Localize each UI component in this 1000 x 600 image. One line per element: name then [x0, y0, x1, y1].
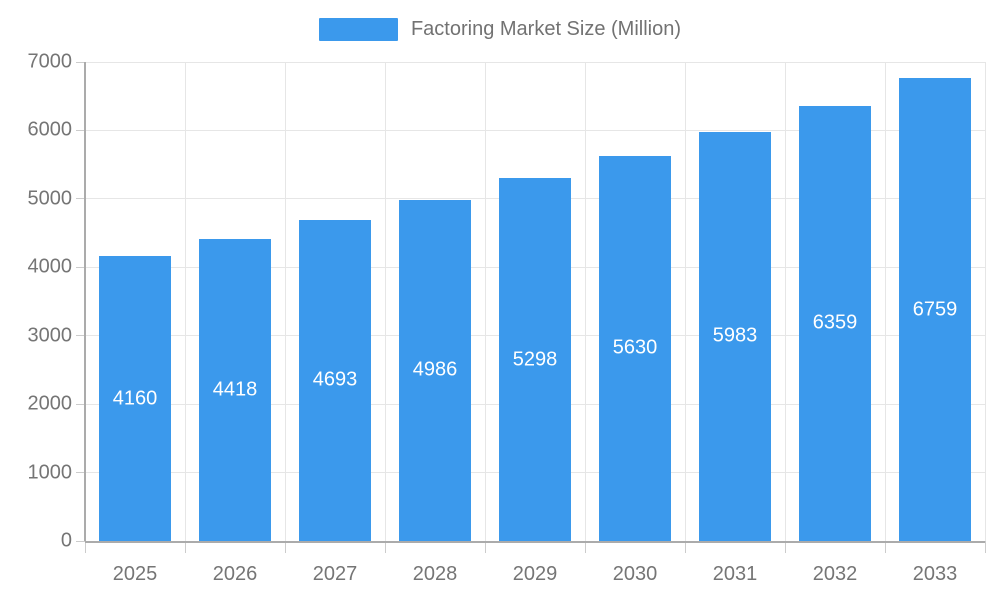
gridline-vertical: [384, 62, 386, 541]
legend-item[interactable]: Factoring Market Size (Million): [0, 18, 1000, 41]
gridline-vertical: [684, 62, 686, 541]
bar[interactable]: [499, 178, 571, 541]
y-axis-tick: [76, 540, 85, 542]
x-axis-label: 2029: [512, 563, 558, 585]
bar[interactable]: [599, 155, 671, 541]
x-axis-label: 2028: [412, 563, 458, 585]
gridline-vertical: [984, 62, 986, 541]
y-axis-label: 0: [60, 529, 72, 552]
y-axis-tick: [76, 472, 85, 474]
x-axis-tick: [884, 541, 886, 553]
y-axis-tick: [76, 403, 85, 405]
x-axis-tick: [784, 541, 786, 553]
bar[interactable]: [699, 131, 771, 541]
x-axis-tick: [84, 541, 86, 553]
y-axis-tick: [76, 129, 85, 131]
bar[interactable]: [99, 256, 171, 541]
x-axis-tick: [684, 541, 686, 553]
x-axis-label: 2030: [612, 563, 658, 585]
bar[interactable]: [799, 105, 871, 541]
y-axis-label: 3000: [27, 324, 73, 347]
legend-label: Factoring Market Size (Million): [410, 18, 682, 40]
x-axis-label: 2026: [212, 563, 258, 585]
gridline-vertical: [284, 62, 286, 541]
y-axis-label: 1000: [27, 461, 73, 484]
bar[interactable]: [299, 219, 371, 541]
y-axis-label: 6000: [27, 118, 73, 141]
y-axis-tick: [76, 266, 85, 268]
legend-swatch: [318, 18, 398, 41]
y-axis-tick: [76, 335, 85, 337]
x-axis-tick: [984, 541, 986, 553]
y-axis-tick: [76, 198, 85, 200]
x-axis-tick: [284, 541, 286, 553]
gridline-vertical: [484, 62, 486, 541]
y-axis-label: 7000: [27, 50, 73, 73]
gridline-horizontal: [85, 61, 985, 63]
gridline-vertical: [884, 62, 886, 541]
gridline-horizontal: [85, 129, 985, 131]
gridline-vertical: [784, 62, 786, 541]
bar[interactable]: [899, 78, 971, 541]
x-axis-line: [85, 541, 985, 543]
x-axis-label: 2027: [312, 563, 358, 585]
gridline-vertical: [584, 62, 586, 541]
x-axis-tick: [184, 541, 186, 553]
y-axis-line: [84, 62, 86, 541]
x-axis-label: 2025: [112, 563, 158, 585]
y-axis-label: 2000: [27, 392, 73, 415]
y-axis-label: 5000: [27, 187, 73, 210]
x-axis-tick: [484, 541, 486, 553]
y-axis-label: 4000: [27, 255, 73, 278]
x-axis-label: 2032: [812, 563, 858, 585]
y-axis-tick: [76, 61, 85, 63]
bar[interactable]: [399, 199, 471, 541]
gridline-vertical: [184, 62, 186, 541]
x-axis-label: 2033: [912, 563, 958, 585]
bar[interactable]: [199, 238, 271, 541]
x-axis-label: 2031: [712, 563, 758, 585]
x-axis-tick: [384, 541, 386, 553]
x-axis-tick: [584, 541, 586, 553]
